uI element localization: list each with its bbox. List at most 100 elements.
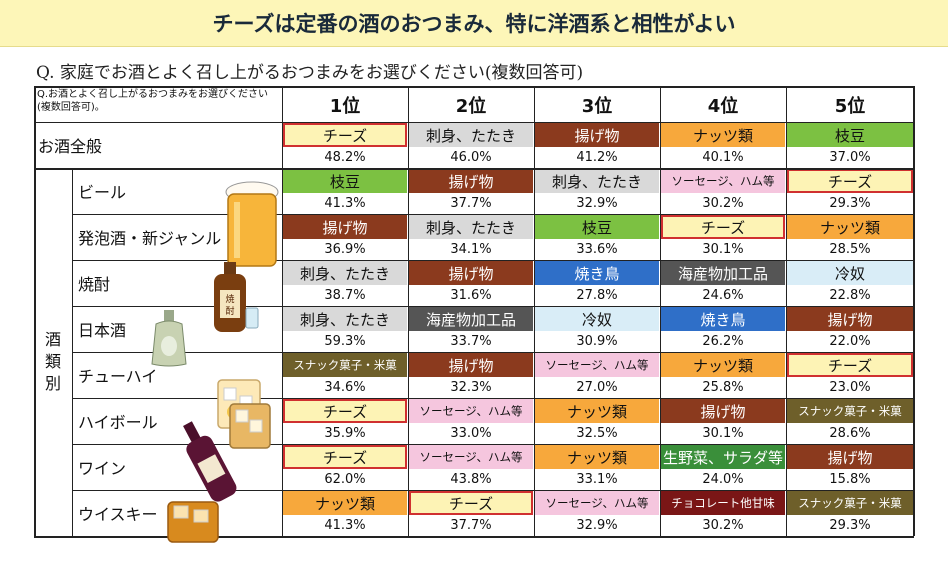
row-label: ハイボール (78, 413, 158, 432)
food-item-cell: 冷奴 (787, 261, 913, 285)
food-item-cell: ソーセージ、ハム等 (409, 445, 533, 469)
percentage-label: 34.1% (450, 242, 492, 257)
column-divider (282, 86, 283, 536)
percentage-label: 30.9% (576, 334, 618, 349)
percentage-label: 30.1% (702, 426, 744, 441)
percentage-label: 35.9% (324, 426, 366, 441)
beer-glass-illustration (225, 181, 279, 267)
percentage-label: 33.0% (450, 426, 492, 441)
food-item-cell: 枝豆 (283, 169, 407, 193)
percentage-label: 37.7% (450, 518, 492, 533)
percentage-label: 33.7% (450, 334, 492, 349)
food-item-cell: ナッツ類 (535, 445, 659, 469)
food-item-cell: 焼き鳥 (535, 261, 659, 285)
food-item-cell: ソーセージ、ハム等 (661, 169, 785, 193)
percentage-label: 30.2% (702, 518, 744, 533)
table-border-right (913, 86, 915, 536)
row-label: チューハイ (78, 367, 158, 386)
table-border-bottom (34, 536, 914, 538)
percentage-label: 28.5% (829, 242, 871, 257)
row-label: 発泡酒・新ジャンル (78, 229, 222, 248)
food-item-cell: 刺身、たたき (409, 123, 533, 147)
percentage-label: 62.0% (324, 472, 366, 487)
food-item-cell: ナッツ類 (535, 399, 659, 423)
percentage-label: 27.0% (576, 380, 618, 395)
ranking-table: Q.お酒とよく召し上がるおつまみをお選びください(複数回答可)。 酒類別 1位 2… (34, 86, 915, 544)
food-item-cell: 冷奴 (535, 307, 659, 331)
food-item-cell: 海産物加工品 (409, 307, 533, 331)
percentage-label: 33.1% (576, 472, 618, 487)
svg-text:焼: 焼 (225, 294, 234, 305)
food-item-cell: ソーセージ、ハム等 (535, 491, 659, 515)
percentage-label: 37.0% (829, 150, 871, 165)
row-divider (72, 444, 914, 445)
percentage-label: 26.2% (702, 334, 744, 349)
food-item-cell: 揚げ物 (787, 307, 913, 331)
percentage-label: 27.8% (576, 288, 618, 303)
food-item-cell: チーズ (787, 169, 913, 193)
percentage-label: 30.1% (702, 242, 744, 257)
food-item-cell: 焼き鳥 (661, 307, 785, 331)
percentage-label: 32.9% (576, 518, 618, 533)
column-divider (408, 86, 409, 536)
percentage-label: 25.8% (702, 380, 744, 395)
row-label: お酒全般 (38, 137, 103, 156)
food-item-cell: 揚げ物 (535, 123, 659, 147)
percentage-label: 48.2% (324, 150, 366, 165)
category-label: 酒類別 (44, 330, 61, 393)
food-item-cell: 刺身、たたき (283, 261, 407, 285)
food-item-cell: ソーセージ、ハム等 (535, 353, 659, 377)
food-item-cell: 刺身、たたき (409, 215, 533, 239)
header-divider (34, 122, 914, 123)
column-divider (534, 86, 535, 536)
table-border-left (34, 86, 36, 536)
food-item-cell: チョコレート他甘味 (661, 491, 785, 515)
percentage-label: 38.7% (324, 288, 366, 303)
food-item-cell: ソーセージ、ハム等 (409, 399, 533, 423)
row-divider (72, 352, 914, 353)
category-divider (34, 168, 914, 170)
food-item-cell: 刺身、たたき (535, 169, 659, 193)
row-divider (72, 260, 914, 261)
food-item-cell: 枝豆 (787, 123, 913, 147)
food-item-cell: ナッツ類 (661, 353, 785, 377)
sake-bottle-illustration (151, 310, 187, 367)
food-item-cell: チーズ (283, 399, 407, 423)
percentage-label: 34.6% (324, 380, 366, 395)
svg-text:酎: 酎 (225, 305, 234, 317)
row-label: 日本酒 (78, 321, 127, 340)
column-divider (660, 86, 661, 536)
percentage-label: 32.3% (450, 380, 492, 395)
whisky-glass-illustration (167, 501, 219, 543)
food-item-cell: スナック菓子・米菓 (787, 491, 913, 515)
food-item-cell: チーズ (661, 215, 785, 239)
food-item-cell: チーズ (283, 123, 407, 147)
row-label: ウイスキー (78, 505, 158, 524)
food-item-cell: チーズ (409, 491, 533, 515)
food-item-cell: チーズ (787, 353, 913, 377)
highball-glass-illustration (229, 403, 271, 449)
percentage-label: 41.3% (324, 196, 366, 211)
percentage-label: 32.5% (576, 426, 618, 441)
percentage-label: 41.3% (324, 518, 366, 533)
percentage-label: 31.6% (450, 288, 492, 303)
food-item-cell: ナッツ類 (787, 215, 913, 239)
table-border-top (34, 86, 914, 88)
rank-header: 1位 (329, 96, 361, 117)
percentage-label: 28.6% (829, 426, 871, 441)
percentage-label: 43.8% (450, 472, 492, 487)
food-item-cell: 揚げ物 (787, 445, 913, 469)
percentage-label: 36.9% (324, 242, 366, 257)
rank-header: 2位 (455, 96, 487, 117)
food-item-cell: 揚げ物 (283, 215, 407, 239)
row-divider (72, 490, 914, 491)
percentage-label: 46.0% (450, 150, 492, 165)
percentage-label: 32.9% (576, 196, 618, 211)
food-item-cell: 揚げ物 (409, 169, 533, 193)
percentage-label: 24.0% (702, 472, 744, 487)
food-item-cell: ナッツ類 (661, 123, 785, 147)
rank-header: 5位 (834, 96, 866, 117)
row-label: 焼酎 (78, 275, 111, 294)
food-item-cell: 揚げ物 (409, 353, 533, 377)
row-label: ワイン (78, 459, 127, 478)
